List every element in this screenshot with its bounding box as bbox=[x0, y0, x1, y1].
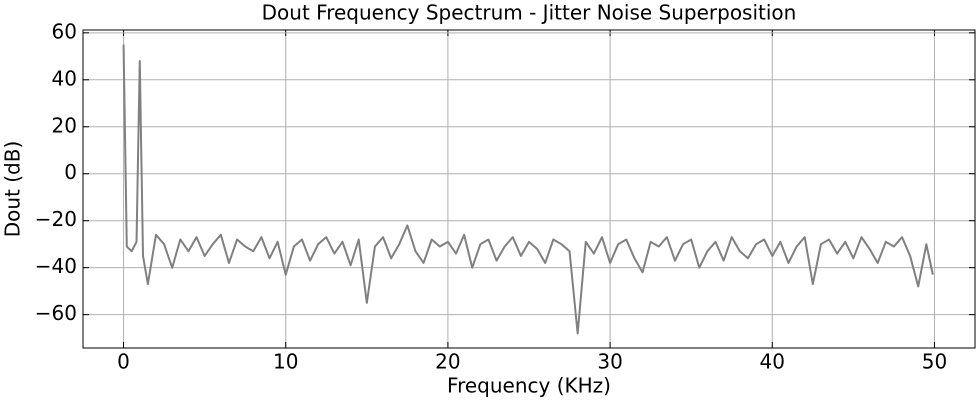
x-tick-label: 40 bbox=[760, 350, 785, 374]
x-tick-label: 0 bbox=[117, 350, 130, 374]
y-tick-label: 20 bbox=[52, 113, 77, 137]
x-tick-label: 20 bbox=[435, 350, 460, 374]
x-axis-label: Frequency (KHz) bbox=[447, 374, 611, 398]
y-tick-label: −20 bbox=[35, 207, 77, 231]
y-tick-label: 0 bbox=[64, 160, 77, 184]
y-tick-label: 60 bbox=[52, 19, 77, 43]
y-tick-label: 40 bbox=[52, 66, 77, 90]
x-tick-label: 50 bbox=[922, 350, 947, 374]
y-tick-label: −40 bbox=[35, 254, 77, 278]
chart-title: Dout Frequency Spectrum - Jitter Noise S… bbox=[262, 1, 797, 25]
y-axis-label: Dout (dB) bbox=[1, 141, 25, 238]
data-line bbox=[122, 44, 934, 335]
x-tick-label: 10 bbox=[273, 350, 298, 374]
x-tick-label: 30 bbox=[597, 350, 622, 374]
plot-frame bbox=[82, 29, 976, 349]
y-tick-label: −60 bbox=[35, 301, 77, 325]
